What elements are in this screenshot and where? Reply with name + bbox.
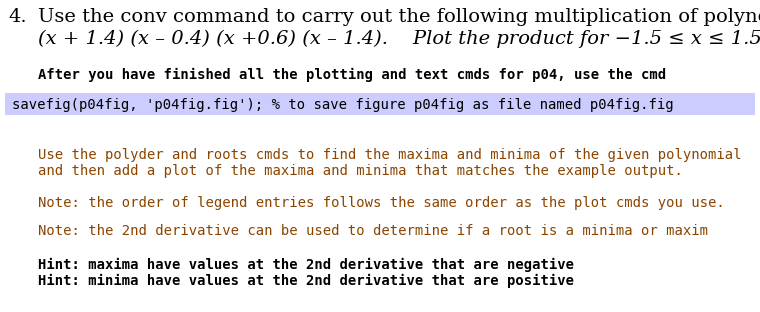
Text: After you have finished all the plotting and text cmds for p04, use the cmd: After you have finished all the plotting… [38,68,666,82]
Text: Use the conv command to carry out the following multiplication of polynomials,: Use the conv command to carry out the fo… [38,8,760,26]
Text: Hint: maxima have values at the 2nd derivative that are negative: Hint: maxima have values at the 2nd deri… [38,258,574,272]
Text: Hint: minima have values at the 2nd derivative that are positive: Hint: minima have values at the 2nd deri… [38,274,574,288]
Text: Note: the 2nd derivative can be used to determine if a root is a minima or maxim: Note: the 2nd derivative can be used to … [38,224,708,238]
Text: 4.: 4. [8,8,27,26]
Text: Note: the order of legend entries follows the same order as the plot cmds you us: Note: the order of legend entries follow… [38,196,725,210]
Text: savefig(p04fig, 'p04fig.fig'); % to save figure p04fig as file named p04fig.fig: savefig(p04fig, 'p04fig.fig'); % to save… [12,98,673,112]
Text: and then add a plot of the maxima and minima that matches the example output.: and then add a plot of the maxima and mi… [38,164,683,178]
Bar [5,93,755,115]
Text: (x + 1.4) (x – 0.4) (x +0.6) (x – 1.4).    Plot the product for −1.5 ≤ x ≤ 1.5: (x + 1.4) (x – 0.4) (x +0.6) (x – 1.4). … [38,30,760,48]
Text: Use the polyder and roots cmds to find the maxima and minima of the given polyno: Use the polyder and roots cmds to find t… [38,148,742,162]
